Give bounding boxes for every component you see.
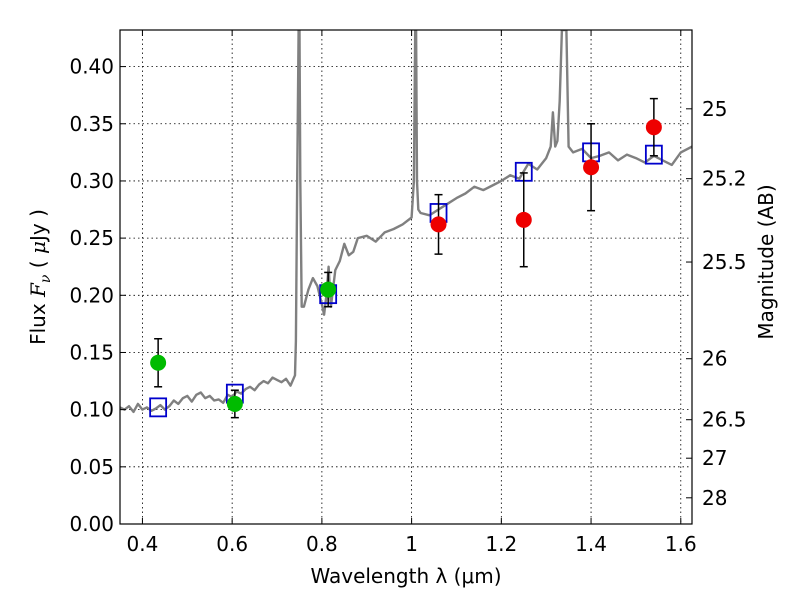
- observed-point: [320, 281, 337, 298]
- y-axis-label: Flux Fν ( μJy ): [26, 209, 54, 345]
- observed-point: [645, 119, 662, 136]
- observed-point: [583, 159, 600, 176]
- y-tick-label: 0.05: [69, 455, 114, 479]
- y-tick-label: 0.15: [69, 340, 114, 364]
- grid-lines: [120, 30, 692, 525]
- x-tick-label: 0.6: [216, 532, 248, 556]
- mag-tick-label: 25.5: [702, 250, 747, 274]
- plot-frame: [119, 29, 693, 525]
- x-tick-label: 1.2: [485, 532, 517, 556]
- y-tick-label: 0.10: [69, 398, 114, 422]
- observed-point: [150, 354, 167, 371]
- y-tick-label: 0.20: [69, 283, 114, 307]
- plot-data: [120, 30, 692, 419]
- y-tick-label: 0.40: [69, 55, 114, 79]
- model-point: [149, 397, 168, 418]
- y-tick-label: 0.35: [69, 112, 114, 136]
- mag-tick-label: 25: [702, 97, 727, 121]
- x-tick-label: 1: [405, 532, 418, 556]
- x-tick-label: 1.6: [665, 532, 697, 556]
- mag-tick-label: 26.5: [702, 408, 747, 432]
- y-tick-label: 0.25: [69, 226, 114, 250]
- observed-point: [430, 216, 447, 233]
- x-tick-label: 0.8: [306, 532, 338, 556]
- mag-tick-label: 28: [702, 486, 727, 510]
- observed-point: [226, 395, 243, 412]
- y-tick-label: 0.00: [69, 512, 114, 536]
- right-axis-label: Magnitude (AB): [754, 184, 778, 339]
- x-axis-label: Wavelength λ (μm): [310, 564, 501, 588]
- mag-tick-label: 26: [702, 347, 727, 371]
- axis-ticks: 0.4 0.6 0.8 1 1.2 1.4 1.6 0.00 0.05 0.10 0.15 0.20 0…: [69, 30, 747, 556]
- spectrum-line: [120, 30, 692, 414]
- observed-point: [515, 211, 532, 228]
- mag-tick-label: 27: [702, 446, 727, 470]
- x-tick-label: 1.4: [575, 532, 607, 556]
- x-tick-label: 0.4: [127, 532, 159, 556]
- y-tick-label: 0.30: [69, 169, 114, 193]
- mag-tick-label: 25.2: [702, 167, 747, 191]
